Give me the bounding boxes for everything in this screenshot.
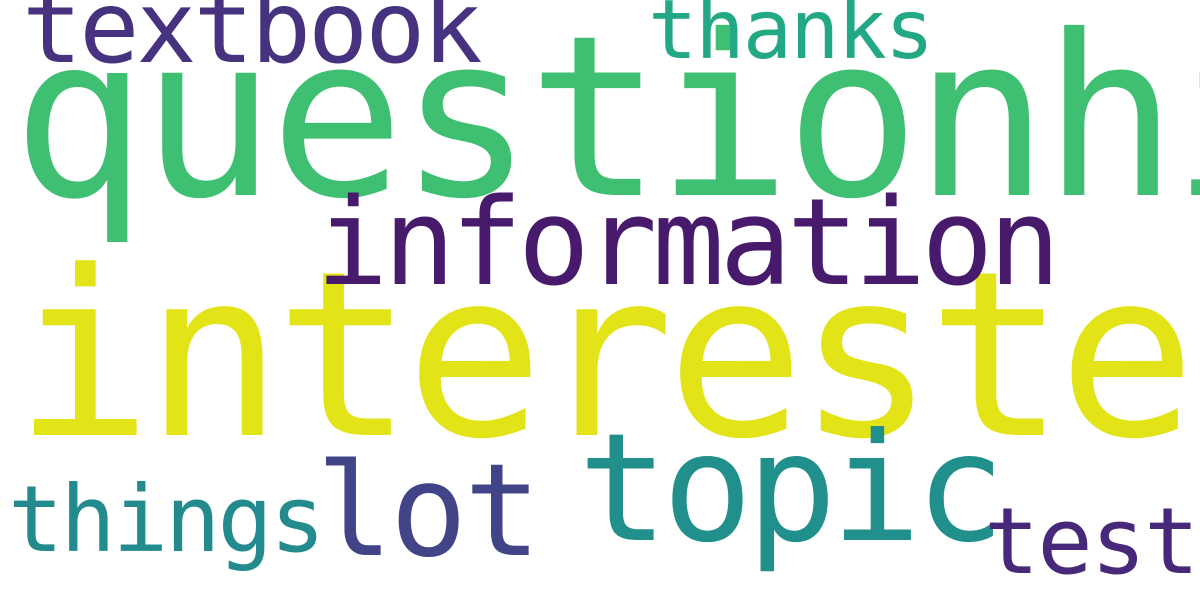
- word-lot: lot: [316, 437, 541, 586]
- word-questionhi: questionhi: [12, 0, 1200, 248]
- word-things: things: [8, 466, 325, 573]
- word-thanks: thanks: [648, 0, 934, 78]
- word-information: information: [316, 174, 1061, 313]
- word-test: test: [984, 488, 1200, 595]
- word-interested: interested: [14, 223, 1200, 490]
- word-textbook: textbook: [22, 0, 483, 86]
- word-topic: topic: [578, 402, 1006, 576]
